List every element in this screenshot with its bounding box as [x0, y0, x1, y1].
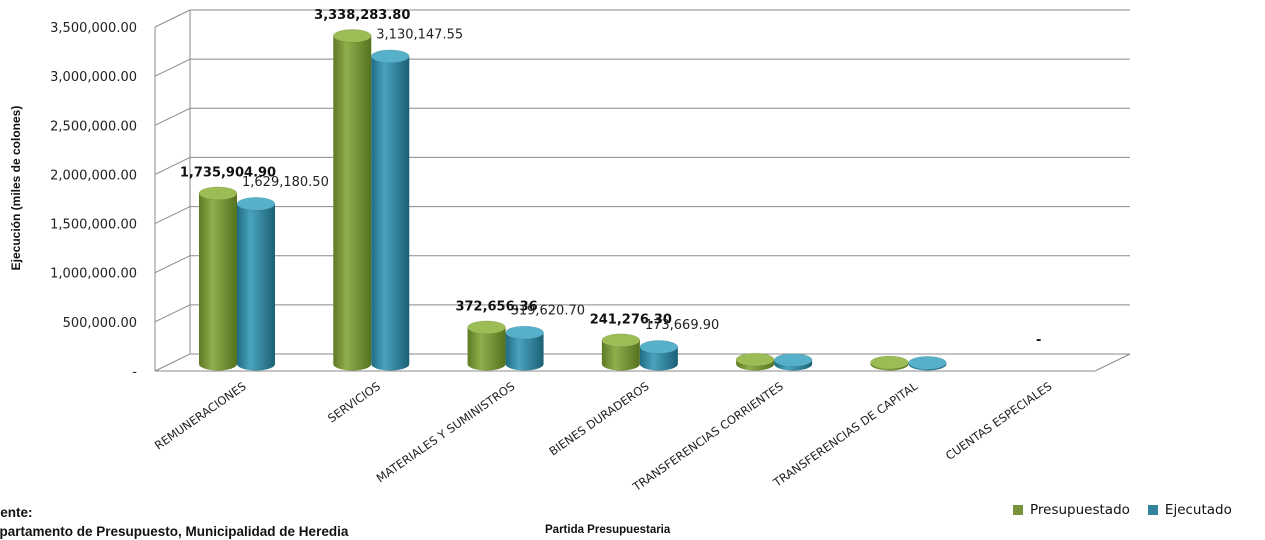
bar-0-1-body	[333, 35, 372, 371]
data-label-0-2: 372,656.36	[455, 299, 537, 314]
bar-1-2	[505, 325, 544, 371]
source-text: epartamento de Presupuesto, Municipalida…	[0, 524, 349, 539]
legend-item-ejecutado: Ejecutado	[1147, 502, 1232, 518]
bar-0-2-body	[467, 327, 506, 371]
data-label-0-3: 241,276.30	[590, 312, 672, 327]
legend-label-presupuestado: Presupuestado	[1030, 502, 1130, 518]
gridline-diagonal	[154, 107, 191, 126]
x-tick-label: CUENTAS ESPECIALES	[943, 379, 1054, 463]
y-axis-title: Ejecución (miles de colones)	[9, 106, 23, 271]
bar-0-5-top	[870, 355, 909, 370]
chart-legend: Presupuestado Ejecutado	[1013, 502, 1242, 518]
legend-swatch-presupuestado	[1013, 505, 1023, 515]
x-tick-label: TRANSFERENCIAS DE CAPITAL	[770, 379, 921, 490]
data-label-0-6: -	[1036, 333, 1041, 348]
y-tick-label: 3,500,000.00	[50, 21, 137, 36]
bar-0-0-body	[199, 193, 237, 371]
legend-item-presupuestado: Presupuestado	[1013, 502, 1130, 518]
bar-1-4-top	[773, 353, 813, 367]
y-tick-label: 3,000,000.00	[50, 70, 137, 85]
x-tick-label: BIENES DURADEROS	[546, 379, 651, 458]
bar-1-1-top	[371, 49, 410, 64]
gridline-diagonal	[154, 304, 191, 323]
data-label-0-0: 1,735,904.90	[180, 165, 276, 180]
bar-0-3-body	[601, 340, 640, 371]
bar-1-1-body	[371, 56, 410, 371]
y-tick-label: 500,000.00	[63, 316, 137, 331]
bar-0-3-top	[601, 333, 641, 348]
x-tick-label: REMUNERACIONES	[152, 379, 249, 453]
bar-1-5	[908, 356, 947, 371]
chart-labels: - 500,000.00 1,000,000.00 1,500,000.00 2,000…	[9, 8, 1054, 495]
data-label-1-3: 173,669.90	[645, 318, 719, 333]
bar-1-5-top	[908, 356, 947, 370]
y-tick-label: 1,000,000.00	[50, 267, 137, 282]
bar-1-1	[371, 49, 410, 371]
bar-0-3	[601, 333, 641, 371]
bar-1-0-body	[237, 203, 275, 371]
legend-swatch-ejecutado	[1147, 505, 1158, 515]
x-tick-label: MATERIALES Y SUMINISTROS	[374, 379, 518, 485]
y-tick-label: 1,500,000.00	[50, 218, 137, 233]
chart-bars	[198, 29, 947, 371]
x-axis-title: Partida Presupuestaria	[545, 524, 671, 536]
gridline-diagonal	[154, 156, 191, 175]
source-note: uente: epartamento de Presupuesto, Munic…	[0, 505, 348, 539]
bar-0-5	[870, 355, 909, 371]
gridline-diagonal	[154, 255, 191, 274]
data-label-0-1: 3,338,283.80	[314, 8, 410, 23]
bar-0-2	[467, 320, 506, 371]
bar-1-3-body	[639, 346, 678, 371]
bar-0-2-top	[467, 320, 506, 335]
y-tick-label: -	[132, 365, 137, 380]
source-title: uente:	[0, 505, 33, 520]
bar-0-1-top	[333, 29, 372, 43]
gridline-diagonal	[154, 58, 191, 77]
legend-label-ejecutado: Ejecutado	[1164, 502, 1232, 518]
bar-chart: - 500,000.00 1,000,000.00 1,500,000.00 2,000…	[9, 8, 1131, 495]
bar-0-4	[735, 352, 775, 371]
bar-1-3-top	[639, 340, 679, 354]
bar-0-4-top	[735, 352, 775, 367]
bar-0-0	[198, 186, 238, 371]
bar-1-0-top	[236, 197, 276, 211]
bar-1-2-body	[505, 332, 544, 371]
data-label-1-0: 1,629,180.50	[242, 175, 329, 190]
y-tick-label: 2,500,000.00	[50, 119, 137, 134]
gridline-diagonal	[154, 206, 191, 225]
bar-1-0	[236, 197, 276, 371]
data-label-1-2: 319,620.70	[511, 304, 585, 319]
gridline-diagonal	[154, 9, 191, 28]
y-tick-label: 2,000,000.00	[50, 168, 137, 183]
bar-1-3	[639, 340, 679, 371]
data-label-1-1: 3,130,147.55	[376, 27, 463, 42]
bar-0-1	[333, 29, 372, 371]
x-tick-label: TRANSFERENCIAS CORRIENTES	[629, 379, 785, 494]
bar-1-4	[773, 353, 813, 371]
bar-1-2-top	[505, 325, 544, 340]
x-tick-label: SERVICIOS	[325, 379, 383, 425]
bar-0-0-top	[198, 186, 238, 201]
